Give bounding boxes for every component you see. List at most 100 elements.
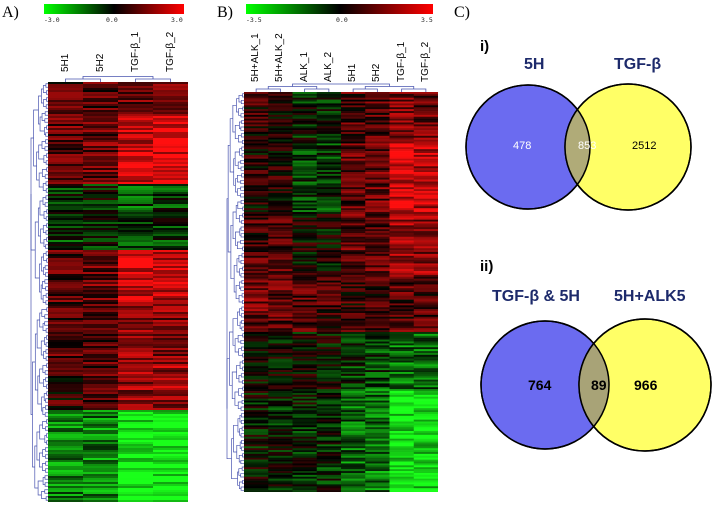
heatmap-cell — [48, 160, 84, 163]
heatmap-cell — [365, 488, 390, 491]
heatmap-cell — [341, 151, 366, 154]
dendrogram-branch — [241, 413, 244, 418]
heatmap-cell — [153, 192, 188, 195]
heatmap-cell — [389, 314, 415, 318]
heatmap-cell — [83, 414, 119, 417]
heatmap-cell — [341, 421, 366, 424]
heatmap-cell — [244, 269, 269, 272]
heatmap-cell — [365, 322, 390, 325]
heatmap-cell — [389, 166, 415, 169]
heatmap-cell — [389, 396, 415, 399]
heatmap-cell — [244, 202, 269, 205]
dendrogram-branch — [44, 127, 47, 135]
heatmap-cell — [153, 398, 188, 401]
heatmap-cell — [292, 149, 318, 152]
heatmap-cell — [341, 257, 366, 260]
heatmap-cell — [292, 463, 318, 466]
heatmap-cell — [389, 387, 415, 390]
heatmap-cell — [389, 392, 415, 396]
heatmap-cell — [118, 102, 154, 105]
heatmap-cell — [268, 452, 293, 455]
heatmap-cell — [413, 467, 438, 470]
heatmap-cell — [341, 185, 366, 188]
heatmap-cell — [83, 360, 119, 363]
heatmap-cell — [316, 446, 342, 449]
heatmap-cell — [341, 375, 366, 379]
heatmap-cell — [316, 212, 342, 215]
heatmap-cell — [83, 98, 119, 101]
heatmap-cell — [48, 250, 84, 253]
heatmap-cell — [365, 404, 390, 407]
heatmap-cell — [413, 206, 438, 209]
heatmap-cell — [244, 288, 269, 291]
heatmap-cell — [413, 309, 438, 312]
heatmap-cell — [365, 257, 390, 260]
heatmap-cell — [365, 172, 390, 175]
heatmap-cell — [244, 377, 269, 380]
heatmap-cell — [244, 278, 269, 281]
heatmap-cell — [316, 292, 342, 295]
heatmap-cell — [118, 300, 154, 303]
heatmap-cell — [389, 410, 415, 413]
heatmap-cell — [268, 299, 293, 302]
heatmap-cell — [316, 398, 342, 401]
column-label: ALK_1 — [298, 51, 310, 82]
heatmap-cell — [413, 436, 438, 439]
heatmap-cell — [244, 392, 269, 396]
heatmap-cell — [292, 280, 318, 283]
heatmap-cell — [268, 330, 293, 333]
heatmap-cell — [83, 212, 119, 215]
heatmap-cell — [83, 124, 119, 127]
heatmap-cell — [153, 460, 188, 463]
heatmap-cell — [292, 219, 318, 222]
heatmap-cell — [153, 132, 188, 135]
heatmap-cell — [365, 118, 390, 121]
heatmap-cell — [153, 150, 188, 153]
heatmap-cell — [268, 215, 293, 219]
heatmap-cell — [48, 312, 84, 315]
heatmap-cell — [365, 107, 390, 110]
heatmap-cell — [389, 185, 415, 188]
heatmap-cell — [292, 269, 318, 272]
heatmap-cell — [153, 456, 188, 459]
heatmap-cell — [389, 269, 415, 272]
heatmap-cell — [83, 128, 119, 131]
heatmap-cell — [83, 146, 119, 149]
heatmap-cell — [389, 465, 415, 468]
heatmap-cell — [316, 305, 342, 308]
heatmap-cell — [316, 465, 342, 468]
heatmap-cell — [153, 214, 188, 217]
dendrogram-branch — [40, 284, 44, 300]
heatmap-cell — [118, 164, 154, 167]
heatmap-cell — [389, 109, 415, 112]
heatmap-cell — [153, 82, 188, 85]
heatmap-cell — [244, 364, 269, 367]
heatmap-cell — [268, 175, 293, 179]
heatmap-cell — [292, 333, 318, 337]
heatmap-cell — [413, 255, 438, 259]
heatmap-cell — [83, 202, 119, 205]
heatmap-cell — [365, 122, 390, 125]
heatmap-cell — [83, 476, 119, 479]
heatmap-cell — [244, 341, 269, 344]
heatmap-cell — [83, 328, 119, 331]
dendrogram-branch — [38, 144, 44, 160]
heatmap-cell — [153, 276, 188, 279]
heatmap-cell — [292, 381, 318, 384]
heatmap-cell — [118, 242, 154, 245]
heatmap-cell — [292, 412, 318, 415]
heatmap-cell — [244, 459, 269, 462]
dendrogram-branch — [237, 241, 243, 250]
heatmap-cell — [83, 264, 119, 267]
heatmap-cell — [389, 438, 415, 441]
heatmap-cell — [268, 392, 293, 396]
heatmap-cell — [389, 250, 415, 253]
heatmap-cell — [153, 148, 188, 151]
venn-i-overlap-count: 853 — [578, 140, 597, 152]
heatmap-cell — [118, 170, 154, 173]
heatmap-cell — [292, 318, 318, 321]
heatmap-cell — [48, 262, 84, 265]
heatmap-cell — [292, 263, 318, 266]
heatmap-cell — [413, 229, 438, 232]
heatmap-cell — [341, 181, 366, 184]
